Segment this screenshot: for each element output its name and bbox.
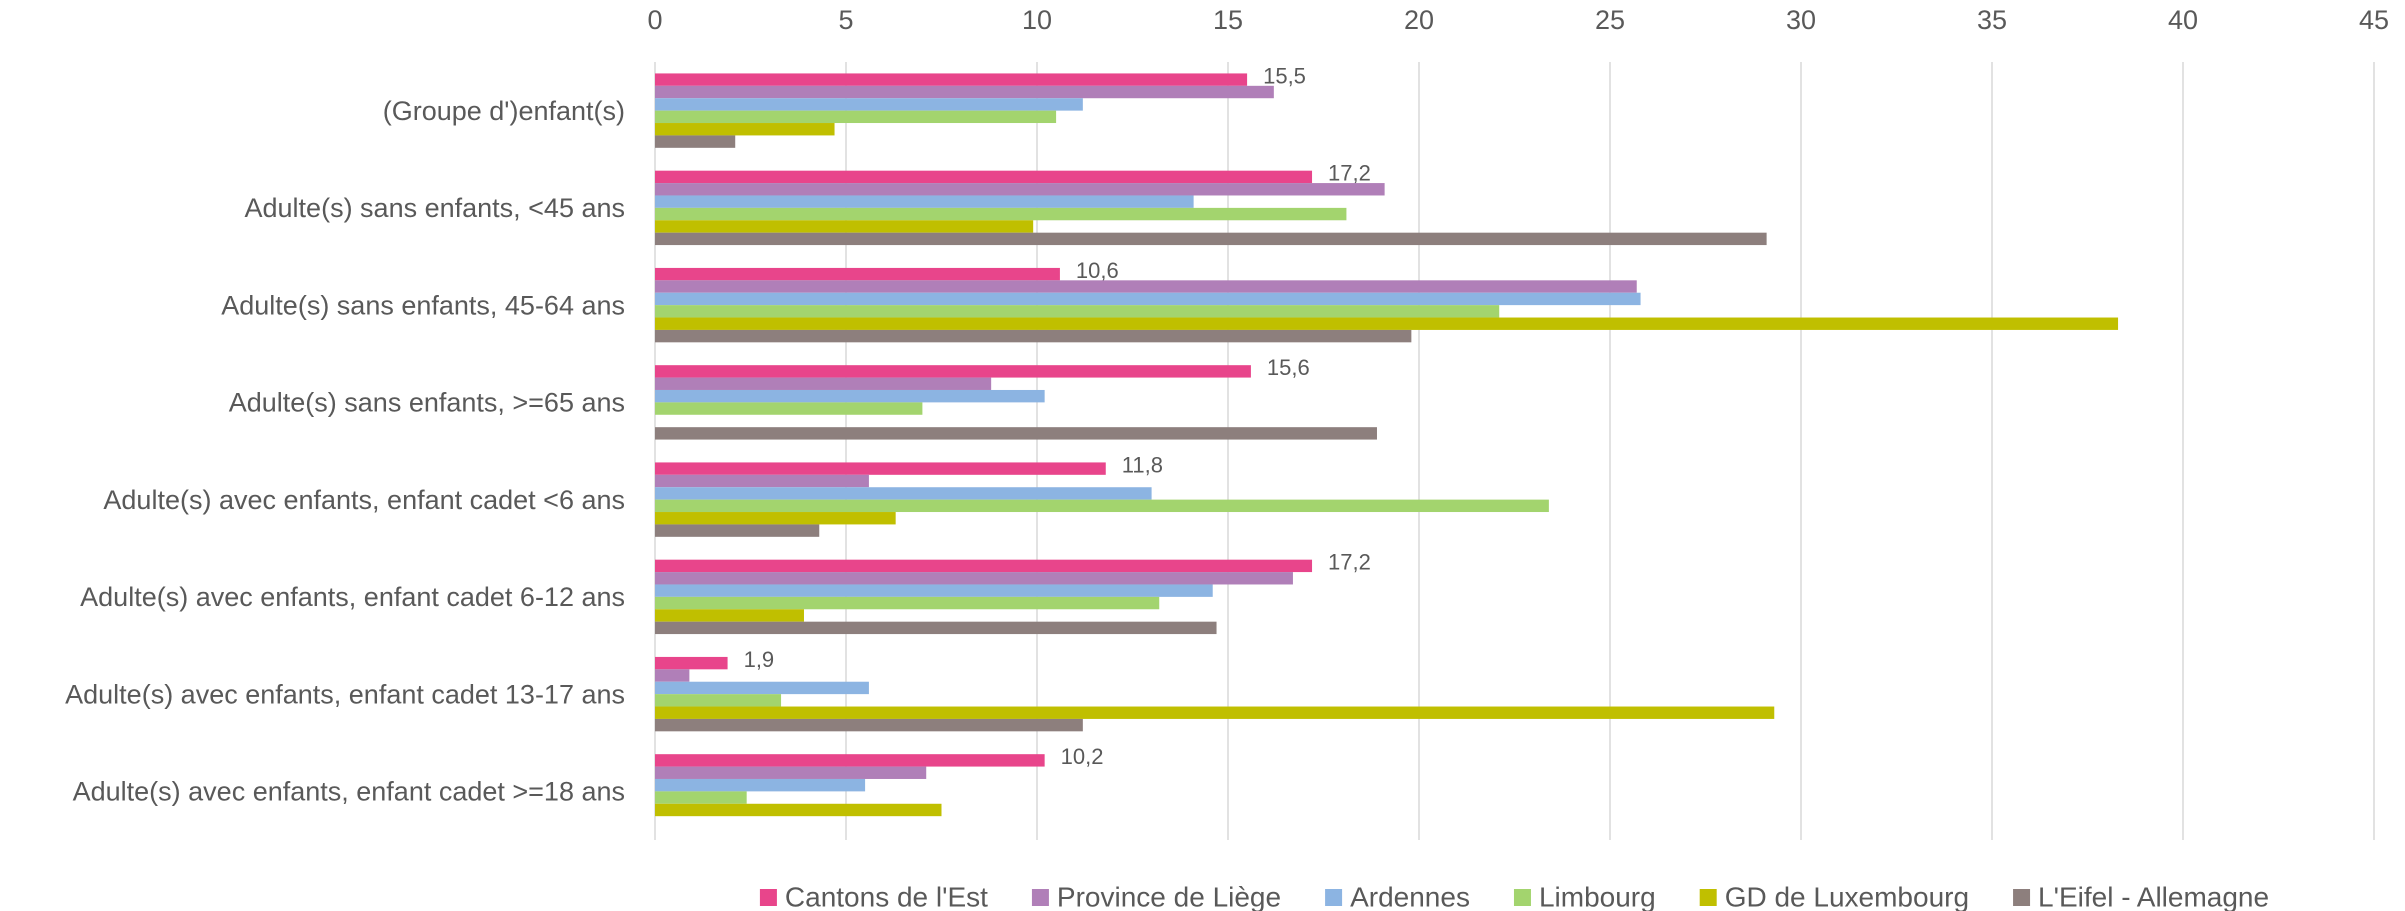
bar [655,85,1274,99]
bar [655,487,1152,500]
bar [655,377,992,390]
data-label: 17,2 [1328,550,1371,575]
legend-swatch [1031,889,1049,906]
bar [655,267,1060,281]
x-tick-label: 35 [1977,5,2007,35]
y-tick-label: (Groupe d')enfant(s) [383,96,625,126]
x-tick-label: 10 [1022,5,1052,35]
y-tick-label: Adulte(s) avec enfants, enfant cadet <6 … [103,485,625,515]
bar [655,694,782,707]
data-label: 11,8 [1122,452,1163,477]
legend-label: Ardennes [1350,881,1470,911]
bar [655,207,1347,221]
bar [655,559,1313,573]
y-tick-label: Adulte(s) avec enfants, enfant cadet 6-1… [80,582,625,612]
bar [655,621,1217,635]
bar [655,220,1034,233]
bar [655,778,866,792]
legend-swatch [759,889,777,906]
bar [655,524,820,537]
y-tick-label: Adulte(s) sans enfants, >=65 ans [229,388,625,418]
bar [655,803,942,817]
bar [655,572,1293,585]
y-tick-label: Adulte(s) avec enfants, enfant cadet >=1… [73,777,625,807]
y-tick-label: Adulte(s) sans enfants, 45-64 ans [221,290,625,320]
x-tick-label: 15 [1213,5,1243,35]
data-label: 10,2 [1061,744,1104,769]
bar [655,706,1775,719]
bar [655,596,1160,610]
bar [655,766,927,779]
bar [655,718,1083,732]
bar [655,669,690,682]
bar [655,183,1385,196]
bar [655,73,1248,86]
legend-label: Cantons de l'Est [785,881,988,911]
data-label: 15,5 [1263,63,1306,88]
bar [655,135,736,148]
bar [655,195,1194,208]
bar [655,329,1412,343]
bar [655,292,1641,306]
bar [655,232,1767,246]
legend-label: Province de Liège [1057,881,1281,911]
bar [655,98,1083,111]
bar [655,681,869,695]
bar [655,754,1045,767]
x-tick-label: 25 [1595,5,1625,35]
x-tick-label: 45 [2359,5,2389,35]
bar [655,427,1377,440]
legend-label: L'Eifel - Allemagne [2038,881,2269,911]
data-label: 1,9 [744,647,775,672]
bar [655,584,1213,597]
legend-swatch [1699,889,1717,906]
x-tick-label: 40 [2168,5,2198,35]
bar [655,402,923,415]
legend-label: Limbourg [1539,881,1656,911]
bar [655,656,728,670]
x-tick-label: 5 [838,5,853,35]
bar [655,170,1313,184]
data-label: 17,2 [1328,161,1371,186]
bar [655,365,1251,378]
bar [655,512,896,525]
bar [655,305,1500,318]
bar [655,389,1045,403]
legend-swatch [1513,889,1531,906]
legend-swatch [1325,889,1343,906]
legend-label: GD de Luxembourg [1725,881,1969,911]
legend-swatch [2013,889,2031,906]
x-tick-label: 20 [1404,5,1434,35]
bar [655,317,2119,330]
bar [655,123,835,136]
x-tick-label: 30 [1786,5,1816,35]
bar [655,499,1549,513]
bar [655,280,1637,293]
bar [655,474,869,488]
data-label: 15,6 [1267,355,1310,380]
y-tick-label: Adulte(s) sans enfants, <45 ans [245,193,625,223]
y-tick-label: Adulte(s) avec enfants, enfant cadet 13-… [65,679,625,709]
bar [655,110,1057,124]
data-label: 10,6 [1076,258,1119,283]
bar [655,462,1106,475]
x-tick-label: 0 [647,5,662,35]
bar [655,791,747,804]
bar [655,609,804,622]
